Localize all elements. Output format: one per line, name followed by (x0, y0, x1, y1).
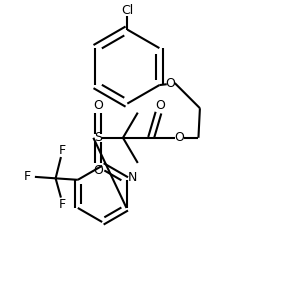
Text: S: S (94, 131, 102, 144)
Text: F: F (24, 170, 31, 183)
Text: Cl: Cl (121, 4, 133, 17)
Text: O: O (155, 99, 165, 112)
Text: F: F (59, 144, 66, 157)
Text: O: O (93, 164, 103, 177)
Text: O: O (166, 77, 175, 90)
Text: O: O (174, 131, 184, 144)
Text: F: F (59, 198, 66, 211)
Text: N: N (128, 171, 137, 184)
Text: O: O (93, 99, 103, 112)
